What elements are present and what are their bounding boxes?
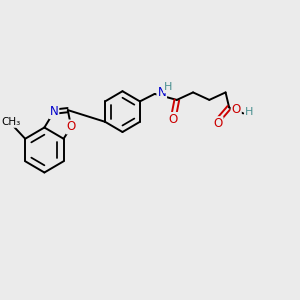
Text: H: H: [245, 107, 254, 117]
Text: O: O: [232, 103, 241, 116]
Text: H: H: [164, 82, 172, 92]
Text: N: N: [158, 86, 166, 99]
Text: CH₃: CH₃: [2, 117, 21, 127]
Text: O: O: [67, 121, 76, 134]
Text: O: O: [169, 113, 178, 126]
Text: O: O: [213, 117, 223, 130]
Text: N: N: [50, 105, 58, 118]
